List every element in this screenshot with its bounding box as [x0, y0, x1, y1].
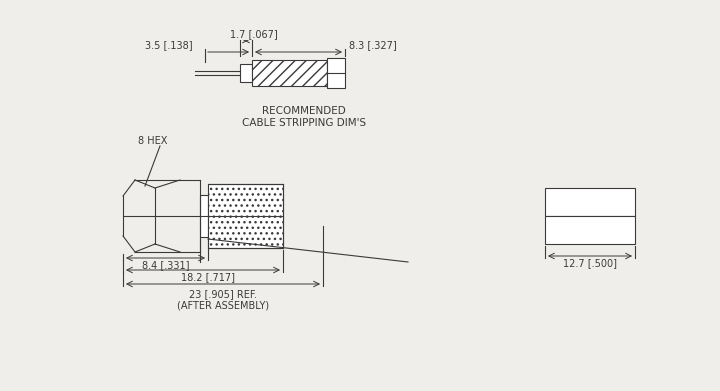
Text: RECOMMENDED
CABLE STRIPPING DIM'S: RECOMMENDED CABLE STRIPPING DIM'S — [242, 106, 366, 127]
Text: 18.2 [.717]: 18.2 [.717] — [181, 272, 235, 282]
Text: 3.5 [.138]: 3.5 [.138] — [145, 40, 193, 50]
Bar — [240, 64, 252, 82]
Bar — [252, 60, 327, 86]
Text: 8.4 [.331]: 8.4 [.331] — [142, 260, 189, 270]
Text: 1.7 [.067]: 1.7 [.067] — [230, 29, 278, 39]
Bar — [208, 184, 283, 248]
Text: 23 [.905] REF.
(AFTER ASSEMBLY): 23 [.905] REF. (AFTER ASSEMBLY) — [177, 289, 269, 310]
Bar — [545, 216, 635, 244]
Text: 8 HEX: 8 HEX — [138, 136, 167, 146]
Bar — [200, 195, 208, 237]
Bar — [327, 58, 345, 88]
Bar — [545, 188, 635, 216]
Text: 8.3 [.327]: 8.3 [.327] — [349, 40, 397, 50]
Text: 12.7 [.500]: 12.7 [.500] — [563, 258, 617, 268]
